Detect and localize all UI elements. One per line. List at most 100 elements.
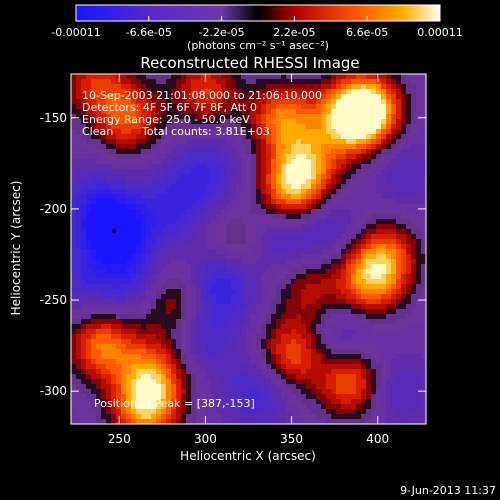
heatmap-cell — [111, 409, 117, 415]
heatmap-cell — [201, 319, 207, 325]
heatmap-cell — [371, 419, 377, 425]
heatmap-cell — [261, 154, 267, 160]
heatmap-cell — [271, 214, 277, 220]
heatmap-cell — [251, 199, 257, 205]
heatmap-cell — [296, 224, 302, 230]
heatmap-cell — [231, 104, 237, 110]
heatmap-cell — [131, 124, 137, 130]
heatmap-cell — [301, 139, 307, 145]
heatmap-cell — [86, 179, 92, 185]
heatmap-cell — [271, 384, 277, 390]
heatmap-cell — [371, 379, 377, 385]
heatmap-cell — [401, 389, 407, 395]
heatmap-cell — [266, 239, 272, 245]
heatmap-cell — [156, 334, 162, 340]
heatmap-cell — [176, 319, 182, 325]
heatmap-cell — [291, 264, 297, 270]
heatmap-cell — [416, 119, 422, 125]
heatmap-cell — [156, 409, 162, 415]
heatmap-cell — [271, 194, 277, 200]
heatmap-cell — [161, 354, 167, 360]
heatmap-cell — [226, 149, 232, 155]
heatmap-cell — [91, 284, 97, 290]
heatmap-cell — [296, 234, 302, 240]
heatmap-cell — [386, 284, 392, 290]
heatmap-cell — [101, 224, 107, 230]
heatmap-cell — [231, 259, 237, 265]
heatmap-cell — [276, 309, 282, 315]
heatmap-cell — [331, 294, 337, 300]
heatmap-cell — [301, 179, 307, 185]
heatmap-cell — [116, 154, 122, 160]
heatmap-cell — [276, 294, 282, 300]
heatmap-cell — [331, 124, 337, 130]
heatmap-cell — [341, 234, 347, 240]
heatmap-cell — [296, 289, 302, 295]
heatmap-cell — [221, 179, 227, 185]
heatmap-cell — [366, 84, 372, 90]
heatmap-cell — [266, 394, 272, 400]
heatmap-cell — [216, 184, 222, 190]
heatmap-cell — [286, 84, 292, 90]
heatmap-cell — [76, 234, 82, 240]
heatmap-cell — [86, 194, 92, 200]
heatmap-cell — [316, 419, 322, 425]
heatmap-cell — [331, 414, 337, 420]
heatmap-cell — [176, 79, 182, 85]
heatmap-cell — [286, 114, 292, 120]
heatmap-cell — [376, 229, 382, 235]
heatmap-cell — [361, 114, 367, 120]
heatmap-cell — [131, 94, 137, 100]
heatmap-cell — [246, 104, 252, 110]
heatmap-cell — [366, 94, 372, 100]
heatmap-cell — [356, 289, 362, 295]
heatmap-cell — [396, 239, 402, 245]
heatmap-cell — [361, 204, 367, 210]
heatmap-cell — [221, 149, 227, 155]
heatmap-cell — [411, 89, 417, 95]
heatmap-cell — [246, 209, 252, 215]
heatmap-cell — [231, 159, 237, 165]
heatmap-cell — [226, 419, 232, 425]
heatmap-cell — [211, 84, 217, 90]
heatmap-cell — [86, 364, 92, 370]
heatmap-cell — [406, 284, 412, 290]
heatmap-cell — [286, 229, 292, 235]
heatmap-cell — [231, 364, 237, 370]
heatmap-cell — [141, 354, 147, 360]
heatmap-cell — [261, 224, 267, 230]
heatmap-cell — [196, 229, 202, 235]
heatmap-cell — [201, 404, 207, 410]
heatmap-cell — [401, 214, 407, 220]
heatmap-cell — [326, 359, 332, 365]
heatmap-cell — [291, 89, 297, 95]
heatmap-cell — [151, 79, 157, 85]
heatmap-cell — [421, 209, 427, 215]
heatmap-cell — [76, 114, 82, 120]
heatmap-cell — [351, 149, 357, 155]
heatmap-cell — [416, 139, 422, 145]
heatmap-cell — [416, 299, 422, 305]
heatmap-cell — [296, 344, 302, 350]
heatmap-cell — [411, 114, 417, 120]
heatmap-cell — [196, 289, 202, 295]
heatmap-cell — [391, 374, 397, 380]
colorbar-tick-label: -6.6e-05 — [126, 26, 172, 39]
heatmap-cell — [196, 119, 202, 125]
heatmap-cell — [261, 369, 267, 375]
heatmap-cell — [266, 324, 272, 330]
heatmap-cell — [341, 74, 347, 80]
heatmap-cell — [176, 339, 182, 345]
heatmap-cell — [206, 234, 212, 240]
heatmap-cell — [411, 269, 417, 275]
heatmap-cell — [206, 129, 212, 135]
heatmap-cell — [391, 134, 397, 140]
heatmap-cell — [96, 359, 102, 365]
heatmap-cell — [376, 419, 382, 425]
heatmap-cell — [276, 324, 282, 330]
heatmap-cell — [216, 344, 222, 350]
heatmap-cell — [376, 134, 382, 140]
heatmap-cell — [271, 409, 277, 415]
heatmap-cell — [281, 104, 287, 110]
heatmap-cell — [81, 159, 87, 165]
